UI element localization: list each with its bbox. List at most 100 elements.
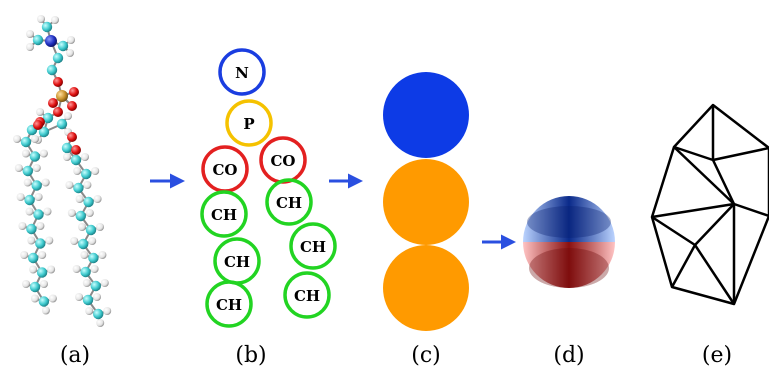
atom-c — [24, 194, 35, 206]
atom-h — [73, 167, 82, 175]
atom-h — [36, 222, 45, 230]
phosphate-bead-label: P — [243, 115, 254, 133]
panel-label-b: (b) — [235, 343, 266, 368]
atom-c — [81, 168, 92, 180]
atom-h — [20, 251, 29, 259]
atom-h — [65, 181, 74, 189]
atom-h — [38, 251, 47, 259]
atom-c — [56, 118, 68, 130]
atom-c — [35, 238, 46, 249]
atom-c — [46, 64, 58, 76]
atom-c — [33, 209, 44, 220]
atom-h — [67, 209, 76, 217]
atom-h — [75, 195, 84, 203]
atom-h — [66, 49, 74, 57]
atom-h — [36, 108, 44, 116]
atom-c — [29, 281, 41, 293]
hydrocarbon-bead-left-1 — [200, 190, 248, 238]
hydrocarbon-bead-right-2 — [289, 222, 337, 270]
atom-c — [31, 180, 42, 191]
atom-c — [70, 154, 82, 166]
atom-h — [103, 307, 112, 315]
atom-h — [31, 135, 39, 143]
atom-c — [82, 294, 94, 306]
carbonyl-bead-right-label: CO — [270, 152, 295, 170]
atom-h — [90, 265, 99, 273]
atom-h — [27, 236, 36, 245]
three-sphere-model — [383, 72, 469, 331]
tail-sphere-lower — [383, 245, 469, 331]
atom-c — [85, 224, 97, 236]
atom-h — [22, 280, 30, 288]
atom-o — [67, 101, 77, 111]
hydrocarbon-bead-left-3-label: CH — [216, 296, 242, 314]
atom-c — [61, 142, 73, 154]
atom-c — [93, 308, 104, 320]
atom-o — [48, 98, 58, 108]
atom-h — [93, 293, 101, 301]
atom-h — [39, 149, 48, 158]
atom-h — [91, 167, 100, 175]
atom-c — [32, 34, 44, 46]
atom-h — [14, 164, 23, 172]
atom-h — [75, 293, 83, 301]
atom-h — [70, 237, 79, 245]
atom-c — [38, 296, 50, 307]
atom-c — [41, 21, 53, 33]
atom-c — [20, 136, 32, 148]
atom-h — [21, 149, 30, 158]
panel-label-d: (d) — [553, 343, 584, 368]
atom-h — [47, 265, 56, 274]
atom-h — [78, 223, 86, 231]
hydrocarbon-bead-right-2-label: CH — [300, 238, 326, 256]
atom-c — [80, 266, 91, 278]
atom-h — [98, 251, 107, 259]
atom-o — [53, 77, 63, 87]
atom-h — [25, 207, 34, 216]
atom-c — [28, 252, 39, 264]
atom-h — [63, 153, 71, 161]
atom-h — [80, 251, 89, 259]
triangulated-membrane-mesh — [650, 103, 769, 306]
atom-p — [56, 90, 68, 102]
atom-h — [96, 223, 104, 231]
atom-h — [41, 178, 50, 187]
atom-c — [78, 238, 89, 250]
atom-h — [85, 209, 94, 217]
atom-h — [81, 153, 89, 161]
atom-n — [45, 35, 57, 47]
atom-h — [37, 15, 45, 23]
atom-c — [88, 252, 99, 264]
atom-c — [26, 223, 37, 235]
atom-c — [22, 165, 33, 177]
atom-h — [100, 279, 109, 287]
atomistic-lipid-model — [13, 15, 112, 327]
panel-label-c: (c) — [411, 343, 441, 368]
atom-h — [16, 193, 25, 201]
hydrocarbon-bead-left-2-label: CH — [224, 253, 250, 271]
coarse-grained-bead-model — [200, 48, 337, 328]
atom-h — [85, 307, 94, 315]
panel-label-a: (a) — [60, 343, 90, 368]
atom-h — [34, 193, 43, 201]
atom-h — [88, 237, 97, 245]
carbonyl-bead-left-label: CO — [212, 161, 237, 179]
atom-h — [67, 36, 75, 44]
atom-c — [90, 280, 102, 292]
atom-h — [64, 112, 72, 120]
atom-c — [73, 182, 84, 194]
hydrocarbon-bead-left-3 — [205, 280, 253, 328]
atom-h — [93, 195, 102, 203]
atom-o — [67, 132, 77, 142]
atom-h — [18, 222, 27, 230]
atom-c — [36, 267, 48, 278]
atom-c — [42, 112, 54, 124]
hydrocarbon-bead-right-3-label: CH — [294, 287, 320, 305]
atom-h — [26, 43, 34, 51]
atom-h — [72, 265, 81, 273]
panel-label-e: (e) — [702, 343, 732, 368]
atom-h — [51, 16, 59, 24]
atom-h — [26, 30, 34, 38]
atom-h — [13, 135, 21, 143]
